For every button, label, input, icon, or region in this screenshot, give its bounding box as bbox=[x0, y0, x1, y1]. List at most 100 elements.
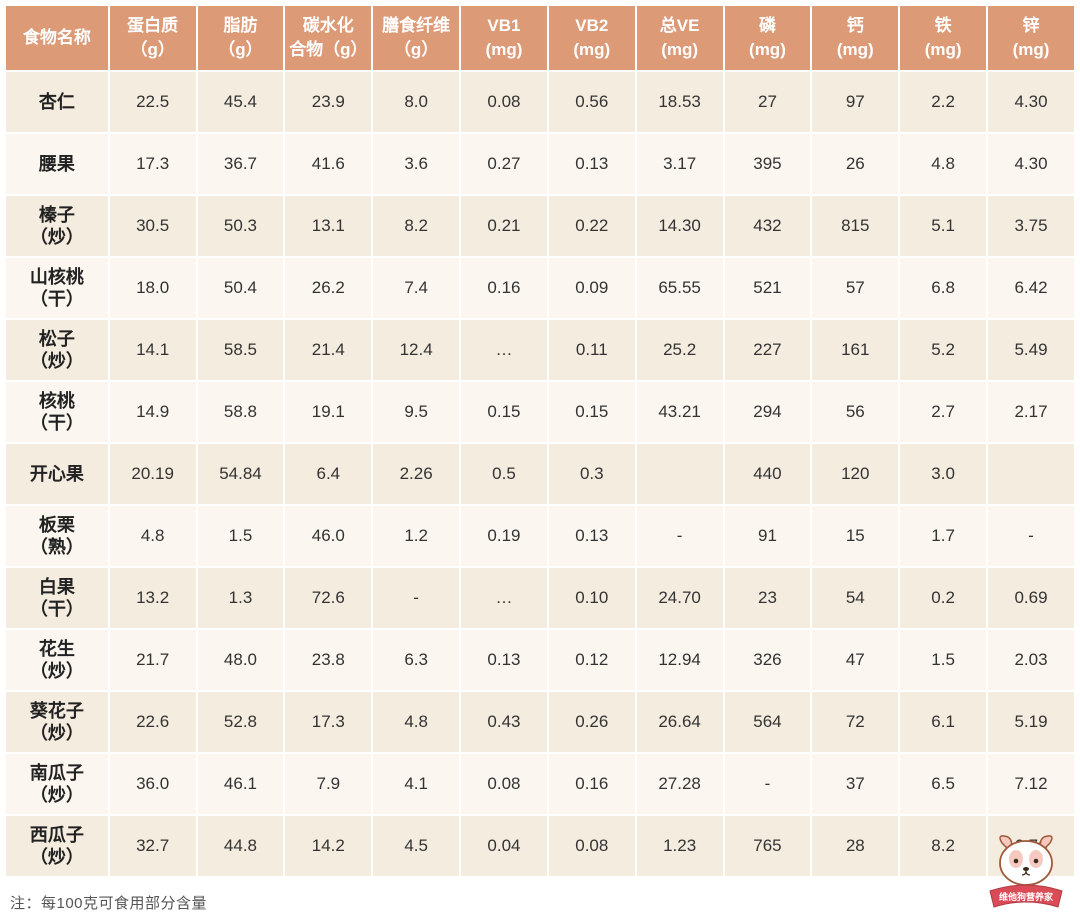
column-header: 磷(mg) bbox=[725, 6, 811, 70]
data-cell: 2.03 bbox=[988, 630, 1074, 690]
data-cell: 4.30 bbox=[988, 134, 1074, 194]
data-cell: 0.19 bbox=[461, 506, 547, 566]
data-cell: 5.2 bbox=[900, 320, 986, 380]
data-cell: 9.5 bbox=[373, 382, 459, 442]
data-cell: 20.19 bbox=[110, 444, 196, 504]
data-cell: 15 bbox=[812, 506, 898, 566]
data-cell: 6.5 bbox=[900, 754, 986, 814]
data-cell: 5.49 bbox=[988, 320, 1074, 380]
data-cell: 44.8 bbox=[198, 816, 284, 876]
data-cell: 815 bbox=[812, 196, 898, 256]
data-cell: 0.27 bbox=[461, 134, 547, 194]
data-cell: 0.04 bbox=[461, 816, 547, 876]
food-name-cell: 杏仁 bbox=[6, 72, 108, 132]
data-cell: 6.1 bbox=[900, 692, 986, 752]
data-cell: 0.16 bbox=[549, 754, 635, 814]
food-name-cell: 榛子（炒） bbox=[6, 196, 108, 256]
data-cell: 765 bbox=[725, 816, 811, 876]
nutrition-table: 食物名称蛋白质（g）脂肪（g）碳水化合物（g）膳食纤维（g）VB1(mg)VB2… bbox=[4, 4, 1076, 878]
data-cell: 54 bbox=[812, 568, 898, 628]
data-cell: 0.08 bbox=[549, 816, 635, 876]
data-cell: 17.3 bbox=[285, 692, 371, 752]
data-cell: 5.1 bbox=[900, 196, 986, 256]
data-cell: 23.8 bbox=[285, 630, 371, 690]
data-cell: 3.6 bbox=[373, 134, 459, 194]
data-cell: 48.0 bbox=[198, 630, 284, 690]
data-cell: 161 bbox=[812, 320, 898, 380]
data-cell: 46.1 bbox=[198, 754, 284, 814]
data-cell: 52.8 bbox=[198, 692, 284, 752]
data-cell: 30.5 bbox=[110, 196, 196, 256]
data-cell: 26 bbox=[812, 134, 898, 194]
data-cell: 32.7 bbox=[110, 816, 196, 876]
data-cell: 56 bbox=[812, 382, 898, 442]
food-name-cell: 腰果 bbox=[6, 134, 108, 194]
data-cell: 19.1 bbox=[285, 382, 371, 442]
data-cell: 6.3 bbox=[373, 630, 459, 690]
data-cell: 41.6 bbox=[285, 134, 371, 194]
data-cell: 45.4 bbox=[198, 72, 284, 132]
column-header: 膳食纤维（g） bbox=[373, 6, 459, 70]
column-header: VB2(mg) bbox=[549, 6, 635, 70]
data-cell: 2.7 bbox=[900, 382, 986, 442]
table-row: 榛子（炒）30.550.313.18.20.210.2214.304328155… bbox=[6, 196, 1074, 256]
data-cell: 1.7 bbox=[900, 506, 986, 566]
data-cell: 50.3 bbox=[198, 196, 284, 256]
food-name-cell: 核桃（干） bbox=[6, 382, 108, 442]
data-cell: 91 bbox=[725, 506, 811, 566]
table-row: 花生（炒）21.748.023.86.30.130.1212.94326471.… bbox=[6, 630, 1074, 690]
column-header: 锌(mg) bbox=[988, 6, 1074, 70]
column-header: 脂肪（g） bbox=[198, 6, 284, 70]
data-cell: 4.8 bbox=[373, 692, 459, 752]
data-cell: 227 bbox=[725, 320, 811, 380]
data-cell: 0.13 bbox=[549, 506, 635, 566]
data-cell: 26.2 bbox=[285, 258, 371, 318]
data-cell: 43.21 bbox=[637, 382, 723, 442]
data-cell: 18.53 bbox=[637, 72, 723, 132]
food-name-cell: 南瓜子（炒） bbox=[6, 754, 108, 814]
data-cell: 0.26 bbox=[549, 692, 635, 752]
data-cell: 0.12 bbox=[549, 630, 635, 690]
data-cell: 1.3 bbox=[198, 568, 284, 628]
data-cell: 0.21 bbox=[461, 196, 547, 256]
data-cell: 564 bbox=[725, 692, 811, 752]
data-cell bbox=[637, 444, 723, 504]
data-cell: 3.17 bbox=[637, 134, 723, 194]
data-cell: 47 bbox=[812, 630, 898, 690]
table-row: 杏仁22.545.423.98.00.080.5618.5327972.24.3… bbox=[6, 72, 1074, 132]
data-cell: 36.7 bbox=[198, 134, 284, 194]
data-cell: 1.5 bbox=[900, 630, 986, 690]
data-cell: 8.0 bbox=[373, 72, 459, 132]
data-cell: 7.4 bbox=[373, 258, 459, 318]
data-cell: 12.94 bbox=[637, 630, 723, 690]
data-cell: 120 bbox=[812, 444, 898, 504]
data-cell: 58.8 bbox=[198, 382, 284, 442]
table-row: 板栗（熟）4.81.546.01.20.190.13-91151.7- bbox=[6, 506, 1074, 566]
food-name-cell: 开心果 bbox=[6, 444, 108, 504]
column-header: 蛋白质（g） bbox=[110, 6, 196, 70]
data-cell: 72 bbox=[812, 692, 898, 752]
data-cell: 0.11 bbox=[549, 320, 635, 380]
data-cell: 4.8 bbox=[900, 134, 986, 194]
data-cell: 0.08 bbox=[461, 754, 547, 814]
data-cell: 7.9 bbox=[285, 754, 371, 814]
table-row: 腰果17.336.741.63.60.270.133.17395264.84.3… bbox=[6, 134, 1074, 194]
data-cell: 22.5 bbox=[110, 72, 196, 132]
column-header: 碳水化合物（g） bbox=[285, 6, 371, 70]
data-cell: 28 bbox=[812, 816, 898, 876]
data-cell: 3.0 bbox=[900, 444, 986, 504]
data-cell: 18.0 bbox=[110, 258, 196, 318]
data-cell: 65.55 bbox=[637, 258, 723, 318]
data-cell: 23 bbox=[725, 568, 811, 628]
data-cell: 8.2 bbox=[900, 816, 986, 876]
data-cell: 13.2 bbox=[110, 568, 196, 628]
table-row: 核桃（干）14.958.819.19.50.150.1543.21294562.… bbox=[6, 382, 1074, 442]
data-cell: 326 bbox=[725, 630, 811, 690]
data-cell: 6.4 bbox=[285, 444, 371, 504]
data-cell: 25.2 bbox=[637, 320, 723, 380]
data-cell: 3.75 bbox=[988, 196, 1074, 256]
food-name-cell: 白果（干） bbox=[6, 568, 108, 628]
table-row: 白果（干）13.21.372.6-…0.1024.7023540.20.69 bbox=[6, 568, 1074, 628]
data-cell: … bbox=[461, 568, 547, 628]
column-header: 总VE(mg) bbox=[637, 6, 723, 70]
